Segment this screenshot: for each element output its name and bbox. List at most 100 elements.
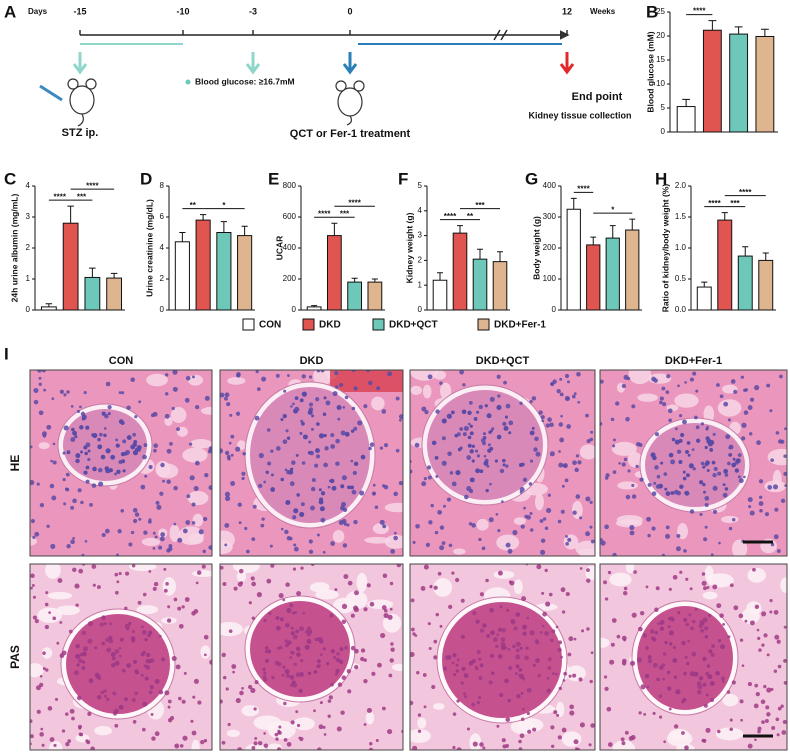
nucleus [674,439,680,445]
error-bar [629,218,636,231]
nucleus [152,586,157,591]
nucleus [654,607,659,613]
significance-label: **** [54,192,67,201]
nucleus [280,477,285,482]
nucleus [478,404,483,410]
nucleus [665,390,670,395]
nucleus [296,652,301,657]
nucleus [671,617,675,622]
nucleus [338,659,344,665]
nucleus [45,591,49,595]
nucleus [475,619,480,624]
nucleus [369,741,373,746]
nucleus [579,722,585,728]
nucleus [733,389,738,394]
nucleus [710,698,714,703]
nucleus [603,580,607,585]
nucleus [625,416,630,422]
nucleus [681,640,686,646]
nucleus [30,719,33,723]
nucleus [286,741,292,747]
nucleus [666,374,671,379]
nucleus [387,614,393,620]
significance-label: *** [340,209,350,218]
nucleus [148,569,152,573]
nucleus [32,615,38,620]
nucleus [87,449,91,453]
nucleus [311,477,316,482]
nucleus [316,659,321,664]
nucleus [760,699,766,705]
nucleus [669,642,673,646]
tubule-lumen [628,370,652,385]
nucleus [478,537,482,542]
nucleus [193,678,199,684]
nucleus [469,489,474,494]
nucleus [290,467,294,471]
nucleus [700,422,705,426]
nucleus [237,502,242,507]
nucleus [334,588,338,592]
nucleus [207,449,212,454]
nucleus [363,607,368,612]
nucleus [560,587,566,593]
nucleus [148,690,153,695]
event-label: End point [572,91,623,103]
nucleus [295,646,301,652]
nucleus [551,672,555,675]
nucleus [335,668,340,674]
nucleus [286,640,292,646]
nucleus [469,431,474,436]
significance-label: * [611,205,615,214]
tubule-lumen [56,605,80,616]
nucleus [381,409,387,414]
nucleus [275,616,280,620]
nucleus [679,570,683,574]
nucleus [489,482,492,486]
nucleus [496,724,500,728]
nucleus [561,727,567,733]
nucleus [542,517,547,521]
nucleus [718,541,721,545]
nucleus [65,472,70,477]
nucleus [32,595,36,599]
nucleus [49,483,55,489]
y-tick-label: 8 [160,181,165,190]
nucleus [464,494,469,500]
micrograph [599,369,788,557]
nucleus [655,586,660,591]
nucleus [242,451,247,456]
nucleus [38,410,44,416]
nucleus [166,618,172,623]
nucleus [228,441,232,445]
significance-label: **** [318,209,331,218]
nucleus [551,629,556,634]
nucleus [83,470,88,475]
nucleus [47,706,53,711]
nucleus [142,592,147,597]
nucleus [279,617,284,622]
nucleus [251,616,256,621]
axis-break [493,29,508,41]
nucleus [316,422,320,426]
nucleus [108,635,113,640]
nucleus [196,570,202,575]
nucleus [393,491,398,497]
nucleus [427,622,431,626]
nucleus [668,587,672,591]
nucleus [92,433,98,439]
nucleus [274,660,280,666]
tubule-lumen [236,570,247,582]
nucleus [50,543,56,549]
nucleus [380,632,386,639]
y-tick-label: 0 [418,305,423,314]
nucleus [712,584,718,590]
nucleus [97,444,103,450]
nucleus [72,430,77,436]
nucleus [685,622,690,627]
nucleus [174,743,180,749]
nucleus [56,641,60,645]
nucleus [550,638,554,643]
timeline-tick-label: 12 [562,6,572,16]
nucleus [335,385,339,389]
